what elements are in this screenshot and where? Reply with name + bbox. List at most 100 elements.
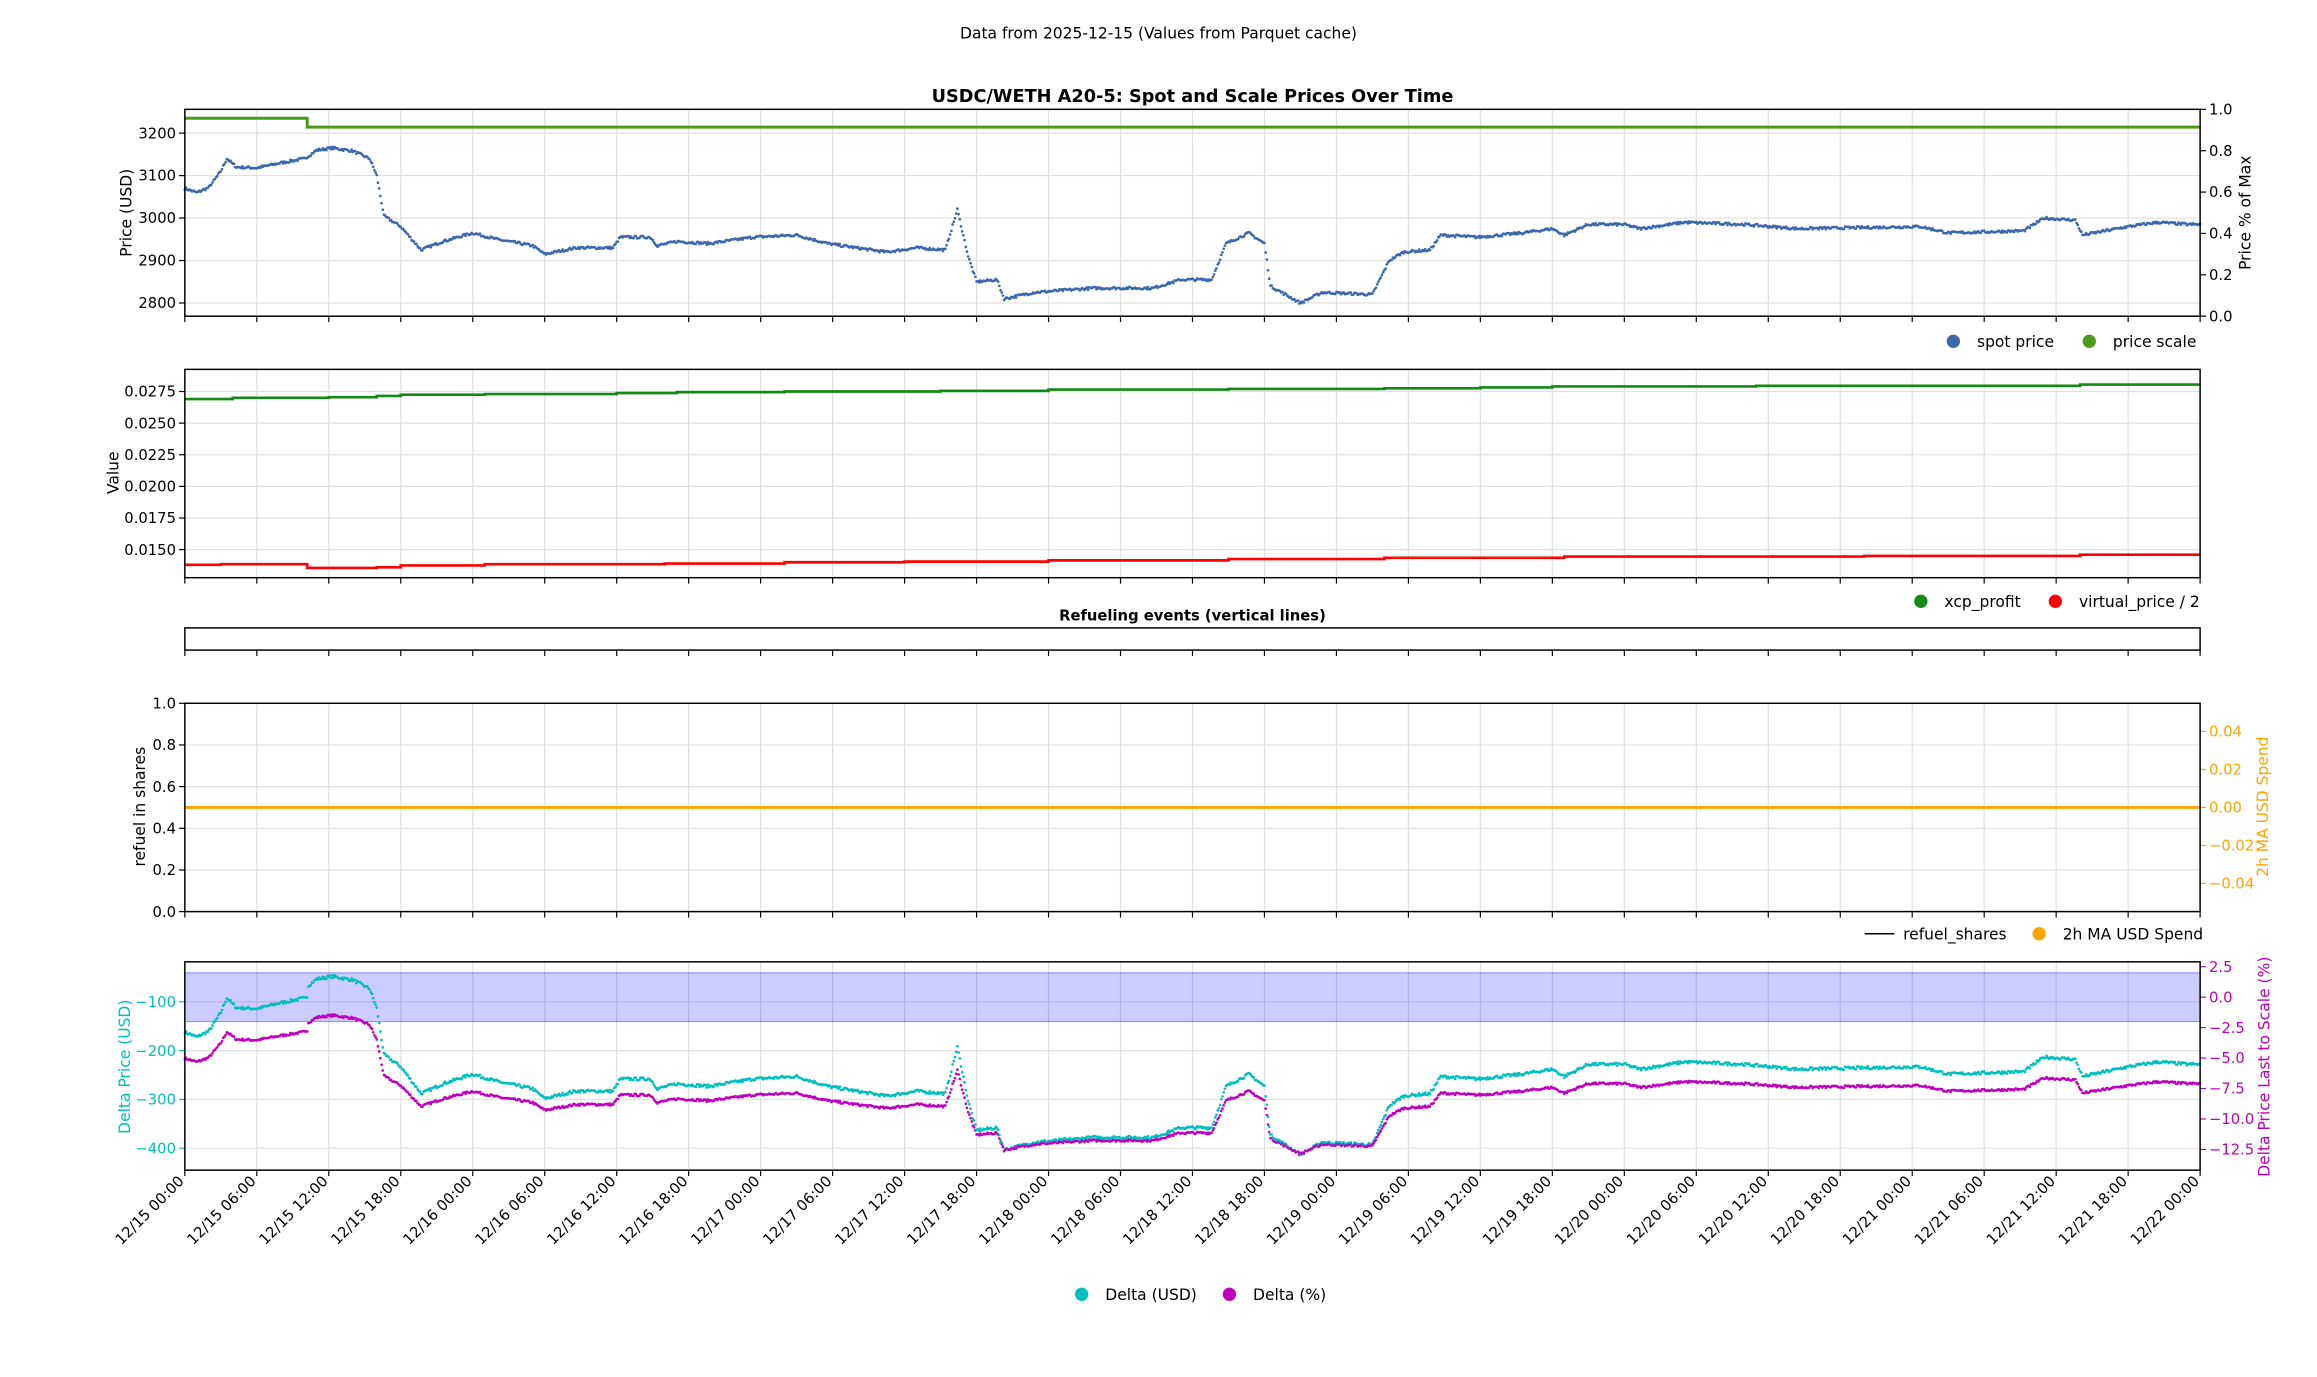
y-tick-label: 1.0: [2209, 102, 2232, 119]
delta-usd-point: [570, 1091, 574, 1095]
delta-usd-point: [651, 1080, 655, 1084]
delta-pct-point: [964, 1102, 968, 1106]
delta-usd-point: [611, 1090, 615, 1093]
delta-usd-point: [232, 1002, 236, 1006]
spot-point: [948, 233, 952, 236]
delta-usd-point: [1473, 1076, 1476, 1079]
delta-usd-point: [608, 1088, 611, 1092]
spot-point: [370, 161, 374, 165]
spot-point: [1375, 283, 1379, 286]
spot-point: [945, 243, 948, 247]
y-tick-label: 0.0225: [124, 447, 176, 464]
delta-pct-point: [409, 1093, 412, 1097]
spot-point: [956, 207, 959, 211]
spot-point: [1453, 235, 1457, 239]
delta-usd-point: [349, 979, 352, 982]
delta-usd-point: [560, 1093, 563, 1097]
delta-usd-point: [578, 1091, 581, 1094]
delta-usd-point: [241, 1005, 244, 1009]
spot-point: [415, 242, 418, 246]
delta-usd-point: [1756, 1062, 1759, 1066]
delta-pct-point: [611, 1103, 615, 1107]
delta-pct-point: [305, 1030, 309, 1033]
delta-usd-point: [950, 1070, 953, 1074]
delta-usd-point: [1242, 1076, 1246, 1080]
spot-point: [966, 255, 970, 258]
spot-point: [371, 165, 375, 169]
delta-usd-point: [641, 1076, 645, 1079]
y-tick-label: 0.6: [152, 779, 175, 796]
spot-point: [1296, 299, 1300, 302]
spot-point: [1223, 244, 1227, 247]
y-tick-label: −10.0: [2209, 1111, 2254, 1128]
delta-usd-point: [836, 1085, 839, 1088]
y-tick-label: 0.02: [2209, 762, 2242, 779]
delta-usd-point: [209, 1027, 213, 1030]
delta-pct-point: [1263, 1098, 1266, 1102]
delta-pct-point: [2028, 1085, 2032, 1089]
y-tick-label: 0.2: [2209, 267, 2232, 284]
delta-usd-point: [418, 1090, 422, 1093]
delta-usd-point: [220, 1008, 224, 1012]
delta-usd-point: [959, 1065, 963, 1068]
spot-point: [1267, 277, 1271, 281]
delta-usd-point: [1742, 1064, 1746, 1068]
spot-point: [325, 148, 328, 152]
delta-usd-point: [551, 1095, 555, 1099]
delta-pct-point: [1435, 1096, 1439, 1100]
delta-usd-point: [1842, 1068, 1846, 1072]
delta-usd-point: [606, 1090, 610, 1094]
delta-pct-point: [951, 1082, 954, 1085]
delta-usd-point: [399, 1065, 403, 1069]
delta-usd-point: [813, 1079, 816, 1083]
spot-point: [704, 241, 707, 244]
delta-usd-point: [716, 1084, 719, 1087]
delta-usd-point: [518, 1083, 521, 1086]
delta-usd-point: [387, 1055, 391, 1059]
delta-pct-point: [464, 1092, 467, 1096]
delta-usd-point: [1270, 1133, 1273, 1136]
spot-point: [1377, 280, 1380, 284]
spot-point: [1302, 301, 1306, 304]
price-scale-line: [184, 116, 2201, 129]
spot-point: [970, 265, 974, 269]
delta-usd-point: [283, 999, 286, 1003]
delta-usd-point: [365, 984, 369, 988]
spot-point: [1371, 292, 1374, 295]
delta-usd-point: [206, 1030, 209, 1034]
spot-point: [296, 159, 299, 163]
delta-usd-point: [1217, 1106, 1221, 1110]
delta-usd-point: [953, 1055, 957, 1059]
delta-pct-point: [1302, 1151, 1306, 1155]
delta-pct-point: [945, 1100, 948, 1104]
y-tick-label: 2900: [138, 253, 176, 270]
spot-point: [374, 171, 377, 174]
y-tick-label: −0.02: [2209, 838, 2254, 855]
delta-pct-point: [1210, 1131, 1214, 1135]
spot-point: [1264, 251, 1267, 254]
delta-usd-point: [1381, 1117, 1385, 1121]
spot-point: [215, 174, 219, 178]
delta-pct-point: [965, 1106, 969, 1110]
delta-usd-point: [229, 998, 232, 1002]
delta-pct-point: [232, 1035, 236, 1038]
delta-pct-point: [570, 1104, 574, 1108]
spot-point: [418, 246, 422, 250]
spot-point: [566, 249, 569, 253]
delta-usd-point: [1634, 1065, 1638, 1069]
spot-point: [968, 257, 971, 261]
delta-pct-point: [614, 1099, 617, 1103]
delta-usd-point: [878, 1094, 881, 1098]
delta-pct-point: [954, 1072, 958, 1076]
spot-point: [1435, 239, 1439, 242]
delta-pct-point: [966, 1110, 970, 1114]
spot-point: [376, 181, 380, 185]
delta-usd-point: [856, 1088, 860, 1092]
spot-point: [399, 225, 403, 229]
delta-usd-point: [1435, 1081, 1439, 1084]
spot-point: [951, 223, 954, 226]
spot-point: [1001, 294, 1005, 297]
delta-usd-point: [627, 1076, 631, 1080]
delta-pct-point: [969, 1116, 972, 1120]
